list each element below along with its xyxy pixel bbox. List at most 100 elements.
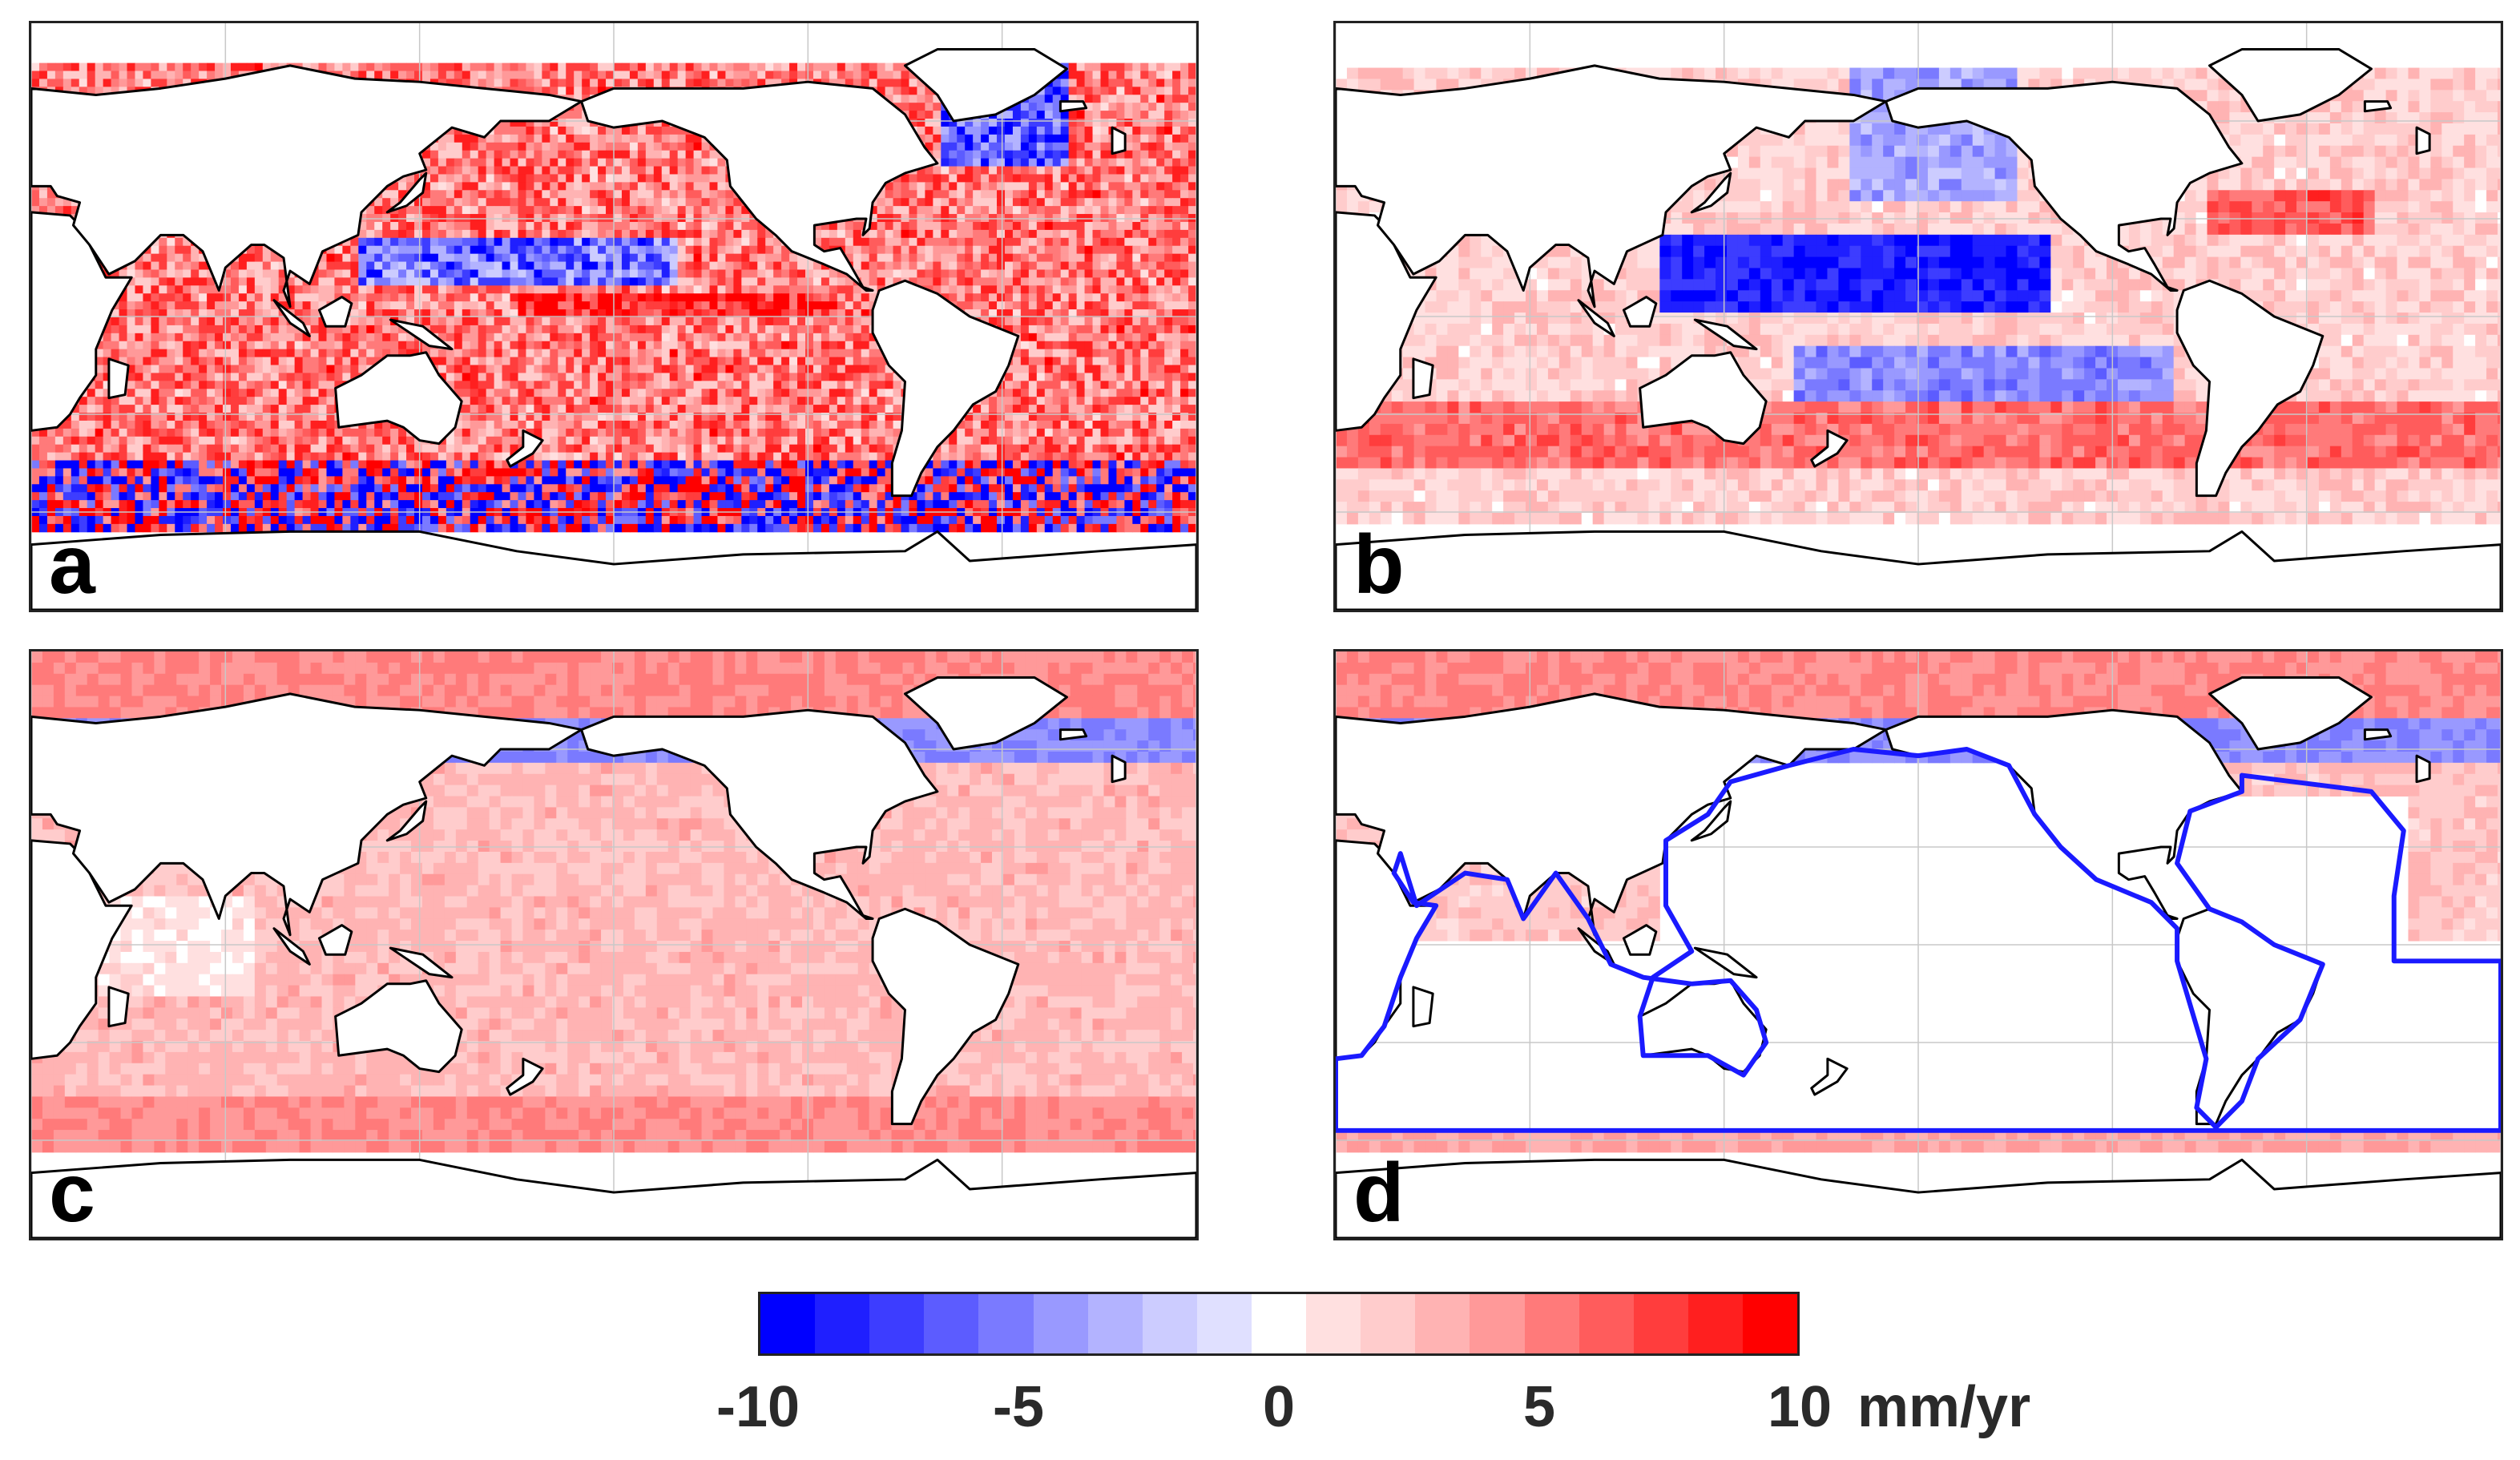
field-cell [437, 237, 447, 247]
field-cell [725, 237, 734, 247]
field-cell [653, 206, 663, 215]
field-cell [429, 142, 439, 151]
field-cell [119, 63, 128, 72]
field-cell [1124, 293, 1133, 302]
field-cell [1124, 269, 1133, 278]
field-cell [135, 285, 143, 294]
field-cell [1076, 119, 1086, 127]
field-cell [590, 301, 599, 310]
field-cell [421, 269, 431, 278]
field-cell [925, 134, 933, 143]
field-cell [781, 269, 790, 278]
field-cell [437, 229, 447, 239]
field-cell [812, 309, 822, 318]
field-cell [997, 237, 1006, 247]
field-cell [917, 111, 925, 119]
field-cell [725, 71, 734, 79]
field-cell [606, 301, 615, 310]
field-cell [973, 229, 982, 239]
field-cell [1188, 206, 1196, 215]
field-cell [406, 229, 415, 239]
field-cell [350, 309, 359, 318]
field-cell [542, 317, 550, 326]
field-cell [1012, 150, 1022, 159]
field-cell [637, 277, 647, 286]
field-cell [989, 126, 998, 135]
field-cell [437, 71, 447, 79]
field-cell [1004, 269, 1014, 278]
field-cell [709, 317, 718, 326]
field-cell [437, 198, 447, 207]
field-cell [358, 245, 367, 255]
field-cell [446, 134, 455, 143]
field-cell [781, 245, 790, 255]
field-cell [1124, 95, 1133, 103]
field-cell [1036, 111, 1046, 119]
field-cell [757, 293, 766, 302]
field-cell [949, 277, 958, 286]
field-cell [358, 309, 367, 318]
field-cell [478, 166, 487, 175]
field-cell [542, 71, 550, 79]
field-cell [494, 182, 503, 191]
field-cell [454, 301, 463, 310]
field-cell [334, 277, 343, 286]
field-cell [869, 261, 878, 270]
field-cell [38, 198, 48, 207]
field-cell [398, 293, 407, 302]
field-cell [1028, 214, 1038, 223]
field-cell [885, 71, 894, 79]
field-cell [653, 182, 663, 191]
field-cell [574, 190, 583, 199]
field-cell [717, 174, 726, 183]
field-cell [901, 79, 909, 87]
field-cell [957, 166, 966, 175]
field-cell [421, 150, 431, 159]
field-cell [765, 309, 774, 318]
field-cell [598, 214, 607, 223]
field-cell [558, 63, 566, 72]
field-cell [733, 269, 742, 278]
field-cell [1156, 206, 1165, 215]
field-cell [1100, 317, 1109, 326]
field-cell [1108, 111, 1117, 119]
field-cell [358, 325, 367, 334]
field-cell [566, 229, 575, 239]
field-cell [510, 309, 518, 318]
field-cell [1012, 301, 1022, 310]
field-cell [1116, 206, 1125, 215]
field-cell [606, 261, 615, 270]
field-cell [965, 261, 974, 270]
field-cell [111, 317, 120, 326]
field-cell [574, 301, 583, 310]
field-cell [262, 293, 272, 302]
field-cell [957, 190, 966, 199]
field-cell [941, 285, 950, 294]
field-cell [518, 269, 526, 278]
field-cell [582, 198, 591, 207]
field-cell [183, 325, 192, 334]
field-cell [183, 79, 192, 87]
field-cell [437, 285, 447, 294]
field-cell [701, 285, 711, 294]
field-cell [254, 317, 264, 326]
field-cell [965, 206, 974, 215]
field-cell [1180, 71, 1189, 79]
field-cell [38, 190, 48, 199]
field-cell [534, 309, 542, 318]
field-cell [893, 261, 902, 270]
field-cell [398, 214, 407, 223]
field-cell [901, 182, 909, 191]
field-cell [421, 277, 431, 286]
field-cell [677, 150, 687, 159]
field-cell [685, 325, 695, 334]
field-cell [1084, 103, 1094, 111]
field-cell [1044, 174, 1054, 183]
field-cell [246, 317, 256, 326]
field-cell [143, 269, 151, 278]
field-cell [550, 261, 558, 270]
field-cell [518, 317, 526, 326]
field-cell [829, 221, 838, 231]
field-cell [350, 63, 359, 72]
field-cell [893, 245, 902, 255]
